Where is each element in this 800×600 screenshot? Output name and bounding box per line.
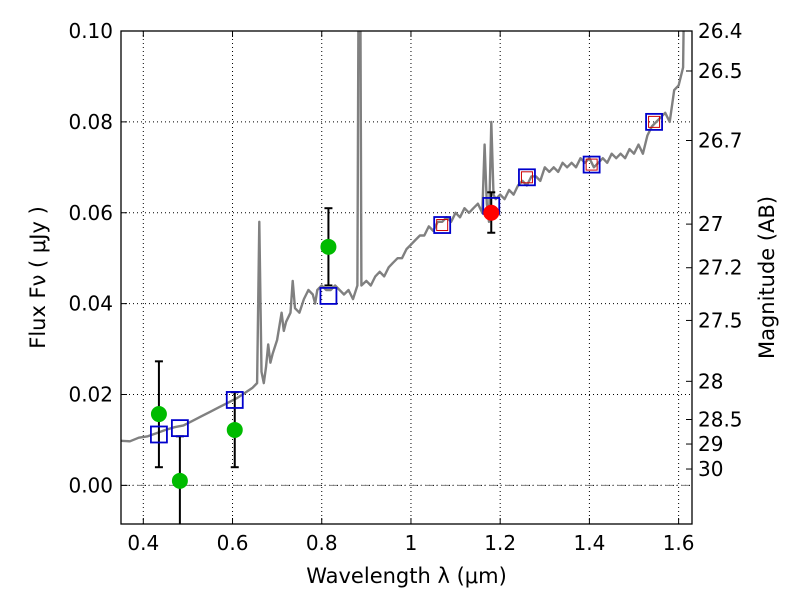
mag-tick-label: 28.5 [698,407,743,431]
model-inner-marker [585,158,598,171]
tick-labels: 0.4 0.6 0.8 1 1.2 1.4 1.6 0.00 0.02 0.04 0.06 0.08 0… [68,19,742,555]
mag-tick-label: 26.7 [698,129,743,153]
mag-tick-label: 26.5 [698,59,743,83]
mag-tick-label: 27 [698,212,723,236]
x-axis-title: Wavelength λ (μm) [306,564,507,588]
mag-tick-label: 28 [698,369,723,393]
ticks [121,30,692,524]
x-tick-label: 1.2 [484,531,516,555]
detection-point [150,406,167,423]
model-inner-marker [520,171,533,184]
y-axis-title: Flux Fν ( μJy ) [26,206,50,349]
x-tick-label: 0.8 [306,531,338,555]
y-tick-label: 0.06 [68,201,113,225]
detection-point [171,472,188,489]
mag-tick-label: 27.5 [698,308,743,332]
model-box-marker [225,391,244,409]
x-tick-label: 0.4 [127,531,159,555]
x-tick-label: 1 [405,531,418,555]
y-tick-label: 0.04 [68,292,113,316]
model-box-marker [582,155,601,174]
mag-tick-label: 30 [698,457,723,481]
y-tick-label: 0.02 [68,383,113,407]
x-tick-label: 1.4 [573,531,605,555]
y2-axis-title: Magnitude (AB) [755,196,779,359]
model-box-marker [150,425,168,444]
model-box-marker [170,419,189,438]
plot-frame [120,30,693,525]
x-tick-label: 1.6 [663,531,695,555]
mag-tick-label: 26.4 [698,19,743,43]
markers [150,112,663,489]
detection-point [226,421,243,438]
mag-tick-label: 27.2 [698,256,743,280]
model-box-marker [518,168,536,187]
model-inner-marker [436,219,449,232]
sed-model-line [121,31,685,443]
y-tick-label: 0.08 [68,110,113,134]
sed-series [121,31,685,443]
y-tick-label: 0.10 [68,19,113,43]
model-box-marker [645,112,663,131]
model-box-marker [433,216,452,234]
model-inner-marker [648,115,661,128]
mag-tick-label: 29 [698,432,723,456]
x-tick-label: 0.6 [217,531,249,555]
y-tick-label: 0.00 [68,473,113,497]
grid [121,30,692,524]
measurement-point [483,204,500,221]
detection-point [320,238,337,255]
model-box-marker [319,287,338,305]
